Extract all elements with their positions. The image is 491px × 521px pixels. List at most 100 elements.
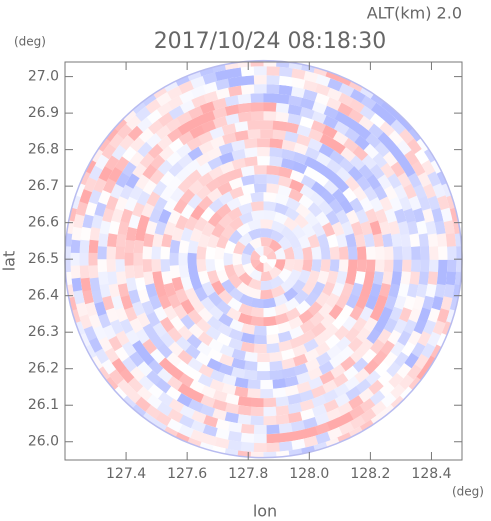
radar-cell [446,309,456,324]
radar-cell [159,316,175,333]
radar-cell [315,74,332,87]
radar-cell [287,269,302,284]
radar-cell [410,259,421,273]
radar-cell [407,220,419,236]
radar-cell [338,345,355,362]
radar-cell [135,173,150,190]
radar-cell [400,341,416,358]
radar-cell [275,414,290,425]
radar-cell [237,312,253,325]
radar-cell [416,366,429,381]
radar-cell [218,191,234,206]
radar-cell [320,189,336,205]
radar-cell [344,327,360,343]
radar-cell [135,328,150,345]
radar-cell [253,442,267,453]
radar-cell [420,259,430,273]
radar-cell [333,383,350,398]
radar-cell [256,138,271,148]
radar-cell [377,328,392,345]
radar-cell [349,155,366,171]
radar-cell [253,75,268,85]
radar-cell [136,360,153,377]
radar-cell [454,271,462,286]
radar-cell [311,120,327,134]
radar-cell [262,397,277,408]
radar-cell [113,385,127,400]
radar-cell [125,329,140,345]
radar-cell [363,317,378,333]
radar-cell [237,102,252,114]
radar-cell [233,386,249,398]
radar-cell [154,220,167,236]
radar-cell [272,120,287,131]
radar-cell [408,307,422,324]
radar-cell [355,208,369,225]
radar-cell [331,314,347,330]
radar-cell [327,78,344,92]
radar-cell [360,87,375,100]
radar-cell [98,165,113,182]
radar-cell [94,301,107,317]
radar-cell [311,181,327,197]
radar-cell [221,123,237,136]
radar-cell [197,373,213,388]
radar-cell [266,174,280,185]
radar-cell [198,363,214,378]
radar-cell [336,167,352,183]
radar-cell [449,296,459,312]
radar-cell [266,66,281,76]
radar-cell [241,323,255,335]
radar-cell [391,271,402,286]
radar-cell [269,147,284,158]
radar-cell [221,224,236,240]
radar-cell [124,306,138,322]
radar-cell [325,169,341,185]
radar-cell [391,233,402,248]
radar-cell [369,197,384,213]
radar-cell [219,344,235,358]
radar-cell [228,273,243,289]
radar-cell [254,246,264,257]
radar-cell [358,387,374,403]
radar-cell [249,451,264,458]
radar-cell [70,238,81,253]
radar-cell [299,116,315,129]
radar-cell [291,224,306,240]
radar-cell [330,139,347,155]
radar-cell [85,343,97,359]
radar-cell [239,211,254,225]
radar-cell [135,106,152,122]
x-unit: (deg) [452,485,484,499]
radar-cell [122,395,137,409]
radar-cell [284,384,299,397]
radar-cell [191,94,207,108]
radar-cell [355,294,369,310]
radar-cell [454,233,462,248]
radar-cell [348,405,365,420]
radar-cell [260,289,274,300]
radar-cell [379,121,396,137]
radar-cell [80,226,92,241]
radar-cell [209,369,225,383]
x-tick-label: 128.4 [411,466,451,482]
radar-cell [131,201,146,218]
radar-cell [266,259,277,269]
radar-cell [299,319,315,334]
radar-cell [197,233,210,248]
radar-cell [141,202,155,218]
radar-cell [187,252,197,266]
radar-cell [383,317,398,334]
radar-cell [180,227,194,242]
radar-cell [349,347,366,364]
radar-cell [124,196,138,212]
radar-cell [177,349,193,365]
radar-cell [281,148,297,161]
radar-cell [356,259,367,273]
radar-cell [315,291,330,308]
radar-cell [326,87,343,102]
radar-cell [269,156,284,167]
radar-cell [352,316,368,333]
radar-cell [413,184,427,200]
radar-cell [141,300,155,316]
